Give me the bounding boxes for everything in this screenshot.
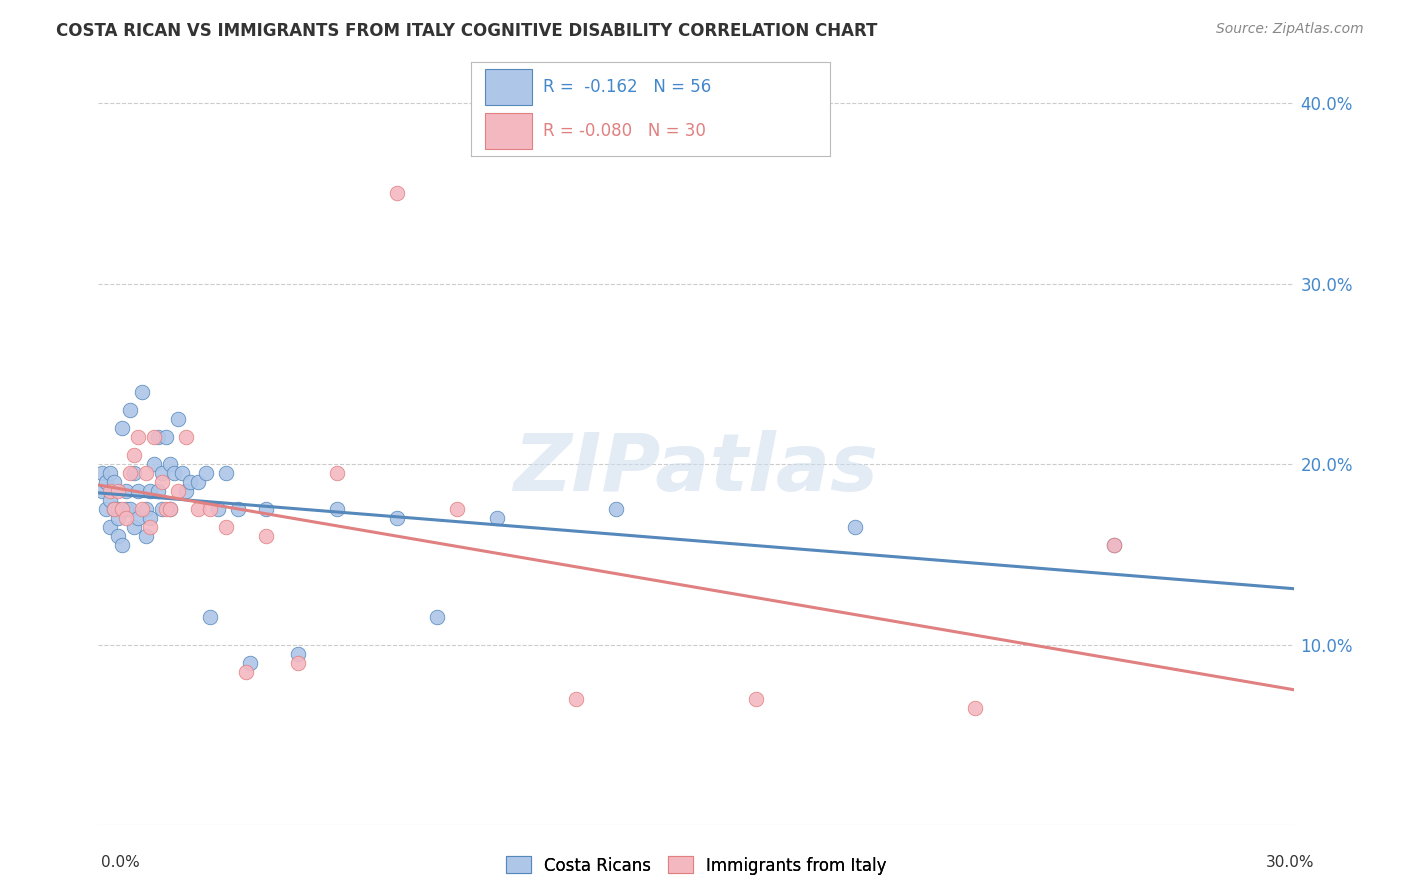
Point xyxy=(485,511,508,525)
Point xyxy=(963,700,986,714)
Point xyxy=(326,502,349,516)
Point xyxy=(1104,538,1126,552)
Point xyxy=(1104,538,1126,552)
Point xyxy=(159,502,181,516)
Point xyxy=(159,502,181,516)
Point xyxy=(103,475,125,489)
Point xyxy=(120,466,142,480)
Point xyxy=(745,691,768,706)
Point xyxy=(107,484,129,499)
Legend: Costa Ricans, Immigrants from Italy: Costa Ricans, Immigrants from Italy xyxy=(499,850,893,881)
Point xyxy=(167,484,190,499)
Point xyxy=(155,502,177,516)
Text: R = -0.080   N = 30: R = -0.080 N = 30 xyxy=(543,122,706,140)
Point xyxy=(172,466,194,480)
Point xyxy=(98,493,122,508)
Text: ZIPatlas: ZIPatlas xyxy=(513,430,879,508)
Point xyxy=(135,529,157,543)
Point xyxy=(187,502,209,516)
Point xyxy=(111,421,134,435)
Point xyxy=(127,430,149,444)
Point xyxy=(120,403,142,417)
Point xyxy=(139,520,162,534)
Point xyxy=(326,466,349,480)
Point xyxy=(124,448,146,462)
FancyBboxPatch shape xyxy=(485,113,531,149)
Point xyxy=(96,502,118,516)
Point xyxy=(107,511,129,525)
Point xyxy=(148,430,170,444)
Text: COSTA RICAN VS IMMIGRANTS FROM ITALY COGNITIVE DISABILITY CORRELATION CHART: COSTA RICAN VS IMMIGRANTS FROM ITALY COG… xyxy=(56,22,877,40)
Point xyxy=(179,475,201,489)
Point xyxy=(215,466,238,480)
Text: 30.0%: 30.0% xyxy=(1267,855,1315,870)
Point xyxy=(174,430,197,444)
Point xyxy=(385,186,409,201)
Point xyxy=(215,520,238,534)
Point xyxy=(163,466,186,480)
Point xyxy=(103,502,125,516)
Point xyxy=(254,502,277,516)
Point xyxy=(254,529,277,543)
Point xyxy=(446,502,468,516)
FancyBboxPatch shape xyxy=(485,69,531,104)
Point xyxy=(131,502,153,516)
Point xyxy=(120,502,142,516)
Point xyxy=(235,665,257,679)
Point xyxy=(98,484,122,499)
Point xyxy=(135,466,157,480)
Point xyxy=(174,484,197,499)
Point xyxy=(107,529,129,543)
Point xyxy=(111,538,134,552)
Point xyxy=(150,502,173,516)
Point xyxy=(198,502,221,516)
Point xyxy=(127,484,149,499)
Point xyxy=(844,520,866,534)
Point xyxy=(187,475,209,489)
Point xyxy=(226,502,249,516)
Point xyxy=(96,475,118,489)
Point xyxy=(426,610,449,624)
Point xyxy=(198,610,221,624)
Point xyxy=(195,466,218,480)
Point xyxy=(150,466,173,480)
Point xyxy=(385,511,409,525)
Point xyxy=(91,466,114,480)
Point xyxy=(124,466,146,480)
Point xyxy=(115,484,138,499)
Point xyxy=(148,484,170,499)
Point xyxy=(139,511,162,525)
Point xyxy=(565,691,588,706)
Point xyxy=(124,520,146,534)
Point xyxy=(167,412,190,426)
Point xyxy=(139,484,162,499)
Point xyxy=(239,656,262,670)
Point xyxy=(287,647,309,661)
Point xyxy=(107,502,129,516)
Text: 0.0%: 0.0% xyxy=(101,855,141,870)
Point xyxy=(115,502,138,516)
Point xyxy=(98,466,122,480)
Point xyxy=(143,457,166,471)
Point xyxy=(127,511,149,525)
Point xyxy=(207,502,229,516)
Point xyxy=(103,502,125,516)
Point xyxy=(91,484,114,499)
Point xyxy=(115,511,138,525)
Point xyxy=(159,457,181,471)
Point xyxy=(131,384,153,399)
Point xyxy=(135,502,157,516)
Point xyxy=(150,475,173,489)
Point xyxy=(287,656,309,670)
Point xyxy=(605,502,627,516)
Point xyxy=(98,520,122,534)
Point xyxy=(111,502,134,516)
Point xyxy=(143,430,166,444)
Point xyxy=(155,430,177,444)
Text: Source: ZipAtlas.com: Source: ZipAtlas.com xyxy=(1216,22,1364,37)
Text: R =  -0.162   N = 56: R = -0.162 N = 56 xyxy=(543,78,711,95)
